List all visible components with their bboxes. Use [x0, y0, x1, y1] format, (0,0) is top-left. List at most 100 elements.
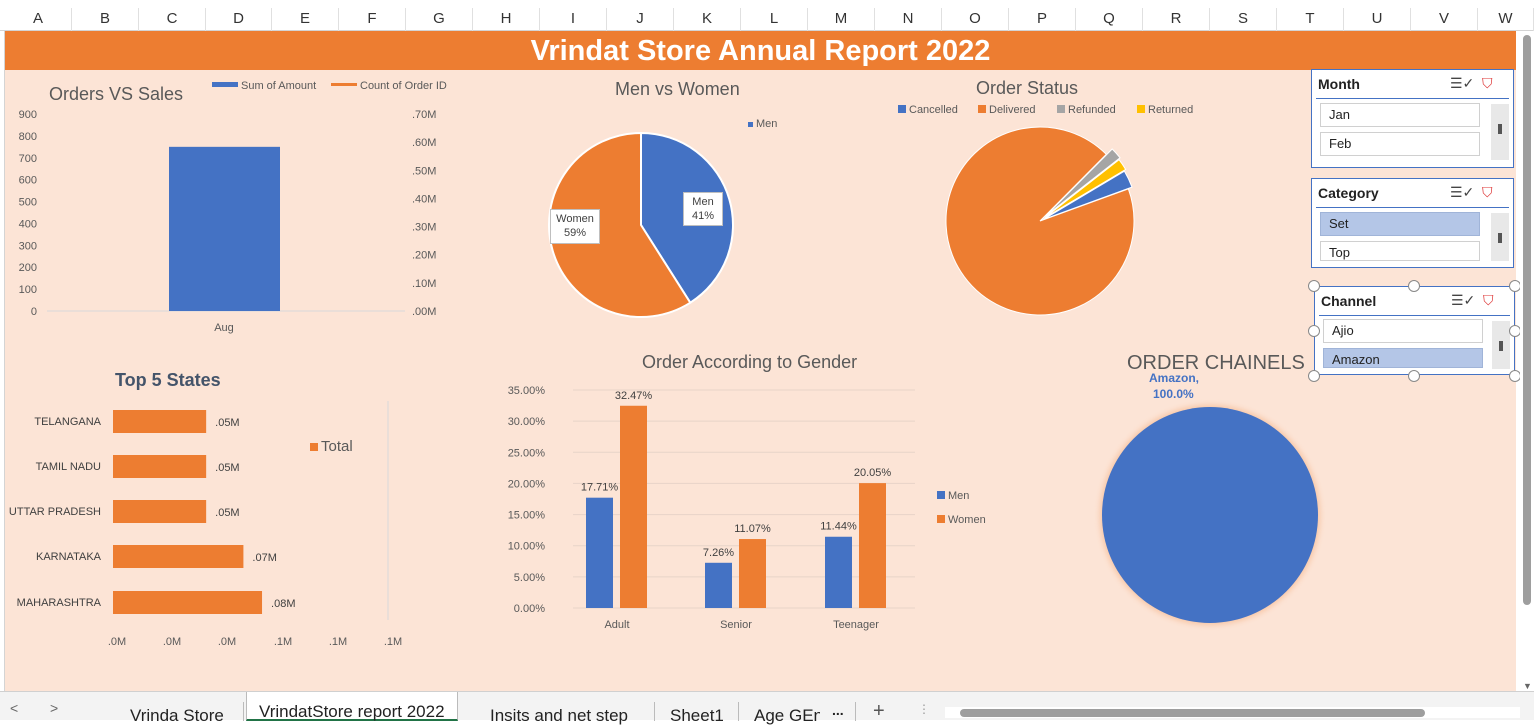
- column-header-f[interactable]: F: [339, 8, 406, 31]
- gender-orders-chart: 35.00% 30.00% 25.00% 20.00% 15.00% 10.00% 5.00…: [508, 385, 915, 631]
- column-header-d[interactable]: D: [206, 8, 272, 31]
- men-data-label: Men 41%: [683, 192, 723, 226]
- x-tick-label: .1M: [274, 636, 292, 648]
- category-slicer[interactable]: Category ☰✓ ⛉ Set Top: [1311, 178, 1514, 268]
- column-header-h[interactable]: H: [473, 8, 540, 31]
- month-slicer[interactable]: Month ☰✓ ⛉ Jan Feb: [1311, 69, 1514, 168]
- tab-splitter-icon[interactable]: ⋮: [918, 702, 930, 716]
- column-header-s[interactable]: S: [1210, 8, 1277, 31]
- bar-men: [586, 497, 613, 608]
- slicer-item-top[interactable]: Top: [1320, 241, 1480, 261]
- horizontal-scrollbar[interactable]: [945, 707, 1520, 718]
- slicer-item-set[interactable]: Set: [1320, 212, 1480, 236]
- vertical-scrollbar[interactable]: ▼: [1520, 31, 1534, 691]
- legend-refunded: Refunded: [1057, 104, 1116, 116]
- state-label: TAMIL NADU: [36, 461, 101, 473]
- tab-vrinda-store[interactable]: Vrinda Store: [130, 706, 224, 725]
- legend-sum-of-amount: Sum of Amount: [212, 80, 316, 92]
- slicer-item-jan[interactable]: Jan: [1320, 103, 1480, 127]
- column-header-j[interactable]: J: [607, 8, 674, 31]
- add-sheet-icon[interactable]: +: [873, 700, 885, 722]
- x-tick-label: Adult: [604, 619, 629, 631]
- y-tick-label: 400: [19, 218, 37, 230]
- data-label: 11.44%: [820, 521, 857, 533]
- column-header-l[interactable]: L: [741, 8, 808, 31]
- column-header-i[interactable]: I: [540, 8, 607, 31]
- pie-slice-amazon: [1102, 407, 1318, 623]
- column-header-m[interactable]: M: [808, 8, 875, 31]
- legend-cancelled: Cancelled: [898, 104, 958, 116]
- channel-slicer[interactable]: Channel ☰✓ ⛉ Ajio Amazon: [1314, 286, 1515, 375]
- state-label: TELANGANA: [34, 416, 101, 428]
- slicer-item-amazon[interactable]: Amazon: [1323, 348, 1483, 368]
- y2-tick-label: .50M: [412, 165, 436, 177]
- column-header-r[interactable]: R: [1143, 8, 1210, 31]
- x-tick-label: .1M: [329, 636, 347, 648]
- column-header-w[interactable]: W: [1478, 8, 1534, 31]
- column-header-t[interactable]: T: [1277, 8, 1344, 31]
- pie-slice-returned: [1044, 159, 1127, 219]
- column-header-o[interactable]: O: [942, 8, 1009, 31]
- legend-gender-women: Women: [937, 514, 986, 526]
- column-header-e[interactable]: E: [272, 8, 339, 31]
- multi-select-icon[interactable]: ☰✓: [1450, 75, 1475, 91]
- resize-handle[interactable]: [1308, 325, 1320, 337]
- legend-total: Total: [310, 438, 353, 455]
- resize-handle[interactable]: [1408, 370, 1420, 382]
- pie-slice-delivered: [945, 126, 1135, 316]
- men-vs-women-title: Men vs Women: [615, 79, 740, 99]
- bar-sum-of-amount: [169, 146, 280, 311]
- column-header-g[interactable]: G: [406, 8, 473, 31]
- tab-vrindatstore-report-2022[interactable]: VrindatStore report 2022: [246, 692, 458, 721]
- bar-women: [739, 539, 766, 608]
- prev-sheet-icon[interactable]: <: [10, 700, 19, 716]
- tab-sheet1[interactable]: Sheet1: [670, 706, 724, 725]
- month-slicer-scrollbar[interactable]: [1491, 104, 1509, 160]
- gender-orders-title: Order According to Gender: [642, 352, 858, 372]
- channel-slicer-scrollbar[interactable]: [1492, 321, 1510, 369]
- y-tick-label: 800: [19, 131, 37, 143]
- column-header-u[interactable]: U: [1344, 8, 1411, 31]
- resize-handle[interactable]: [1308, 370, 1320, 382]
- resize-handle[interactable]: [1408, 280, 1420, 292]
- column-header-q[interactable]: Q: [1076, 8, 1143, 31]
- tab-age-gen[interactable]: Age GEn: [754, 706, 820, 725]
- state-bar: [113, 545, 244, 568]
- tab-insits-and-net-step[interactable]: Insits and net step: [490, 706, 628, 725]
- resize-handle[interactable]: [1308, 280, 1320, 292]
- y-tick-label: 100: [19, 284, 37, 296]
- clear-filter-icon[interactable]: ⛉: [1483, 292, 1494, 308]
- slicer-item-ajio[interactable]: Ajio: [1323, 319, 1483, 343]
- orders-vs-sales-chart: 900 800 700 600 500 400 300 200 100 0 .70M .60M .50M…: [19, 109, 437, 334]
- state-bar: [113, 410, 207, 433]
- y-tick-label: 0.00%: [514, 603, 545, 615]
- legend-men: Men: [748, 118, 777, 130]
- order-channels-title: ORDER CHAINELS: [1127, 352, 1305, 374]
- scroll-down-icon[interactable]: ▼: [1523, 681, 1532, 691]
- multi-select-icon[interactable]: ☰✓: [1450, 184, 1475, 200]
- column-header-k[interactable]: K: [674, 8, 741, 31]
- column-header-a[interactable]: A: [5, 8, 72, 31]
- next-sheet-icon[interactable]: >: [50, 700, 59, 716]
- column-header-n[interactable]: N: [875, 8, 942, 31]
- data-label: 32.47%: [615, 390, 653, 402]
- column-header-v[interactable]: V: [1411, 8, 1478, 31]
- multi-select-icon[interactable]: ☰✓: [1451, 292, 1476, 308]
- x-tick-label: Aug: [214, 322, 234, 334]
- more-sheets-icon[interactable]: ...: [832, 702, 844, 718]
- y-tick-label: 25.00%: [508, 447, 546, 459]
- state-label: UTTAR PRADESH: [9, 506, 101, 518]
- clear-filter-icon[interactable]: ⛉: [1482, 184, 1493, 200]
- y-tick-label: 5.00%: [514, 572, 545, 584]
- y-tick-label: 200: [19, 262, 37, 274]
- clear-filter-icon[interactable]: ⛉: [1482, 75, 1493, 91]
- y-tick-label: 500: [19, 197, 37, 209]
- legend-returned: Returned: [1137, 104, 1193, 116]
- column-header-b[interactable]: B: [72, 8, 139, 31]
- column-header-p[interactable]: P: [1009, 8, 1076, 31]
- pie-slice-refunded: [1045, 148, 1121, 217]
- slicer-item-feb[interactable]: Feb: [1320, 132, 1480, 156]
- y-tick-label: 15.00%: [508, 510, 546, 522]
- category-slicer-scrollbar[interactable]: [1491, 213, 1509, 261]
- column-header-c[interactable]: C: [139, 8, 206, 31]
